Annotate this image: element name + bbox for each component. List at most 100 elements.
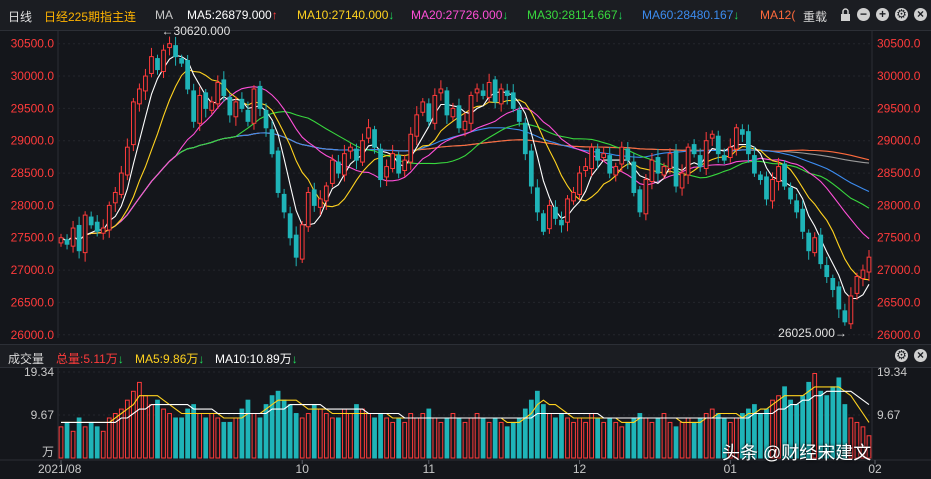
candle-body [372, 129, 377, 148]
candle-body [721, 155, 727, 161]
candle-body [685, 146, 691, 176]
volume-header-bar: 成交量 总量:5.11万↓ MA5:9.86万↓ MA10:10.89万↓ ⚙ … [0, 344, 931, 368]
volume-bar [137, 381, 142, 459]
volume-bar [848, 417, 854, 459]
candle-body [770, 179, 775, 202]
time-tick-label: 11 [423, 462, 436, 476]
candle-body [64, 239, 70, 245]
price-tick-right: 28500.0 [877, 166, 921, 180]
instrument-title: 日经225期指主连 [44, 10, 137, 24]
candle-body [323, 185, 329, 202]
adjust-button[interactable]: 重载 [803, 10, 828, 24]
candle-body [336, 161, 341, 174]
candle-body [149, 56, 154, 74]
candle-body [269, 129, 275, 155]
lock-icon[interactable] [838, 7, 853, 22]
time-tick-label: 01 [724, 462, 738, 476]
candle-body [643, 179, 649, 215]
volume-bar [679, 421, 685, 459]
ma-label[interactable]: MA [155, 8, 173, 22]
volume-bar [746, 408, 751, 459]
settings-icon[interactable]: ⚙ [895, 7, 908, 21]
candle-body [559, 219, 564, 226]
volume-tick-left: 9.67 [31, 408, 55, 422]
volume-bar [655, 417, 661, 459]
candle-body [854, 276, 860, 294]
volume-bar [565, 417, 570, 459]
ma20-line [60, 86, 870, 242]
candle-body [462, 120, 468, 131]
candle-body [366, 127, 371, 139]
candle-body [94, 221, 100, 232]
candle-body [432, 94, 438, 124]
candle-body [329, 159, 335, 184]
volume-bar [70, 430, 76, 459]
candle-body [637, 189, 643, 213]
volume-bar [336, 417, 341, 459]
volume-bar [263, 404, 269, 459]
volume-bar [528, 399, 534, 459]
volume-bar [384, 417, 389, 459]
volume-ma10: MA10:10.89万↓ [215, 352, 298, 366]
price-tick-left: 28500.0 [11, 166, 55, 180]
candle-body [782, 163, 787, 187]
volume-bar [504, 426, 510, 459]
volume-bar [275, 390, 281, 459]
volume-bar [64, 421, 70, 459]
candle-body [824, 265, 830, 278]
ma5-value: MA5:26879.000↑ [187, 8, 278, 22]
volume-title: 成交量 [8, 352, 45, 366]
candle-body [143, 75, 148, 92]
candle-body [619, 146, 625, 165]
volume-bar [438, 421, 444, 459]
candle-body [70, 227, 76, 247]
price-tick-right: 27000.0 [877, 263, 921, 277]
price-tick-right: 29500.0 [877, 101, 921, 115]
candle-body [275, 150, 281, 193]
zoom-out-icon[interactable]: − [857, 8, 870, 21]
volume-close-icon[interactable]: × [914, 349, 927, 362]
volume-bar [709, 408, 715, 459]
candle-body [287, 213, 293, 239]
close-icon[interactable]: × [914, 8, 927, 21]
volume-bar [577, 417, 582, 459]
candle-body [155, 58, 160, 71]
candle-body [197, 94, 203, 124]
candle-body [510, 92, 516, 109]
candle-body [293, 234, 299, 258]
zoom-in-icon[interactable]: + [876, 8, 889, 21]
price-tick-right: 26000.0 [877, 328, 921, 342]
candle-body [203, 92, 209, 109]
time-tick-label: 2021/08 [38, 462, 82, 476]
candle-body [486, 82, 492, 98]
candle-body [679, 172, 685, 189]
volume-bar [354, 404, 359, 459]
candle-body [354, 148, 359, 161]
candle-body [595, 148, 601, 161]
volume-bar [673, 426, 679, 459]
candle-body [607, 155, 613, 174]
candle-body [746, 131, 751, 155]
volume-bar [124, 399, 130, 459]
volume-total: 总量:5.11万↓ [56, 352, 124, 366]
volume-settings-icon[interactable]: ⚙ [895, 348, 908, 362]
price-tick-right: 26500.0 [877, 295, 921, 309]
candle-body [818, 234, 824, 265]
candle-body [88, 216, 94, 226]
candle-body [299, 224, 305, 260]
volume-bar [76, 417, 82, 459]
volume-bar [269, 395, 275, 459]
candle-body [245, 109, 251, 122]
volume-bar [770, 399, 775, 459]
period-label[interactable]: 日线 [8, 10, 33, 24]
volume-bar [317, 408, 323, 459]
candle-body [848, 295, 854, 325]
volume-bar [209, 413, 215, 459]
candle-body [179, 58, 184, 64]
volume-bar [245, 399, 251, 459]
volume-unit-label: 万 [42, 445, 54, 459]
volume-bar [432, 417, 438, 459]
candle-body [456, 105, 462, 129]
candle-body [727, 146, 733, 159]
